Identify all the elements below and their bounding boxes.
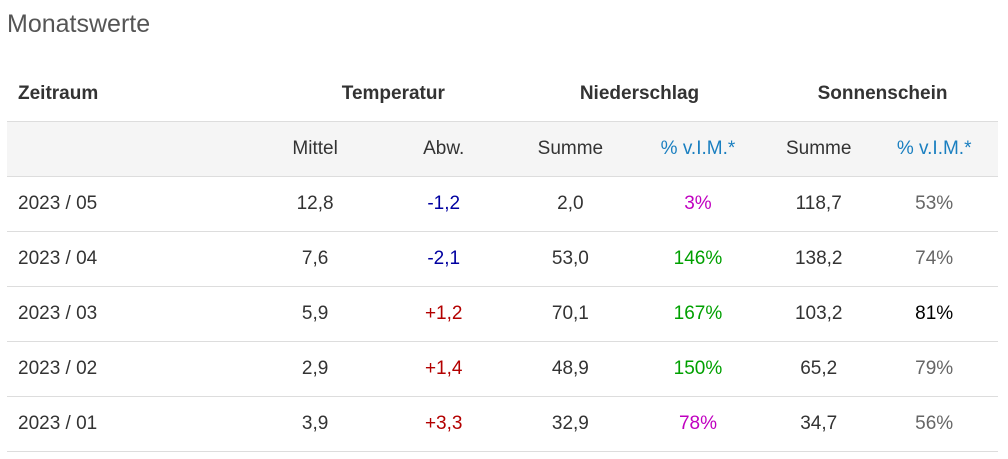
subheader-vim-sonnenschein-link[interactable]: % v.I.M.*	[870, 121, 998, 177]
cell-vim-niederschlag: 78%	[628, 396, 768, 452]
cell-abw: -1,2	[375, 176, 512, 232]
cell-abw: +1,2	[375, 286, 512, 342]
table-header-row: Zeitraum Temperatur Niederschlag Sonnens…	[7, 67, 998, 122]
table-row: 2023 / 05 12,8 -1,2 2,0 3% 118,7 53%	[7, 176, 998, 232]
cell-mittel: 5,9	[254, 286, 376, 342]
cell-summe-sonnenschein: 34,7	[767, 396, 871, 452]
cell-vim-niederschlag: 150%	[628, 341, 768, 397]
table-subheader-row: Mittel Abw. Summe % v.I.M.* Summe % v.I.…	[7, 121, 998, 177]
cell-summe-sonnenschein: 118,7	[767, 176, 871, 232]
cell-summe-niederschlag: 70,1	[511, 286, 629, 342]
cell-summe-sonnenschein: 103,2	[767, 286, 871, 342]
subheader-vim-niederschlag-link[interactable]: % v.I.M.*	[628, 121, 768, 177]
header-temperatur: Temperatur	[254, 67, 512, 122]
cell-summe-sonnenschein: 65,2	[767, 341, 871, 397]
header-sonnenschein: Sonnenschein	[767, 67, 998, 122]
subheader-summe-niederschlag: Summe	[511, 121, 629, 177]
table-row: 2023 / 01 3,9 +3,3 32,9 78% 34,7 56%	[7, 396, 998, 452]
cell-vim-sonnenschein: 53%	[870, 176, 998, 232]
subheader-empty	[7, 121, 255, 177]
cell-zeitraum: 2023 / 04	[7, 231, 255, 287]
cell-vim-sonnenschein: 56%	[870, 396, 998, 452]
header-niederschlag: Niederschlag	[511, 67, 768, 122]
cell-summe-niederschlag: 32,9	[511, 396, 629, 452]
cell-vim-niederschlag: 146%	[628, 231, 768, 287]
cell-mittel: 12,8	[254, 176, 376, 232]
monthly-values-table: Zeitraum Temperatur Niederschlag Sonnens…	[7, 67, 998, 452]
cell-vim-sonnenschein: 81%	[870, 286, 998, 342]
cell-vim-sonnenschein: 79%	[870, 341, 998, 397]
cell-zeitraum: 2023 / 02	[7, 341, 255, 397]
table-row: 2023 / 04 7,6 -2,1 53,0 146% 138,2 74%	[7, 231, 998, 287]
table-row: 2023 / 02 2,9 +1,4 48,9 150% 65,2 79%	[7, 341, 998, 397]
cell-mittel: 2,9	[254, 341, 376, 397]
cell-zeitraum: 2023 / 01	[7, 396, 255, 452]
cell-abw: +1,4	[375, 341, 512, 397]
cell-summe-niederschlag: 48,9	[511, 341, 629, 397]
cell-zeitraum: 2023 / 03	[7, 286, 255, 342]
cell-vim-niederschlag: 167%	[628, 286, 768, 342]
table-row: 2023 / 03 5,9 +1,2 70,1 167% 103,2 81%	[7, 286, 998, 342]
cell-mittel: 7,6	[254, 231, 376, 287]
cell-vim-niederschlag: 3%	[628, 176, 768, 232]
subheader-mittel: Mittel	[254, 121, 376, 177]
cell-vim-sonnenschein: 74%	[870, 231, 998, 287]
cell-summe-niederschlag: 53,0	[511, 231, 629, 287]
cell-abw: -2,1	[375, 231, 512, 287]
subheader-abw: Abw.	[375, 121, 512, 177]
subheader-summe-sonnenschein: Summe	[767, 121, 871, 177]
header-zeitraum: Zeitraum	[7, 67, 255, 122]
cell-zeitraum: 2023 / 05	[7, 176, 255, 232]
page-title: Monatswerte	[7, 10, 151, 38]
cell-mittel: 3,9	[254, 396, 376, 452]
cell-summe-niederschlag: 2,0	[511, 176, 629, 232]
cell-summe-sonnenschein: 138,2	[767, 231, 871, 287]
cell-abw: +3,3	[375, 396, 512, 452]
